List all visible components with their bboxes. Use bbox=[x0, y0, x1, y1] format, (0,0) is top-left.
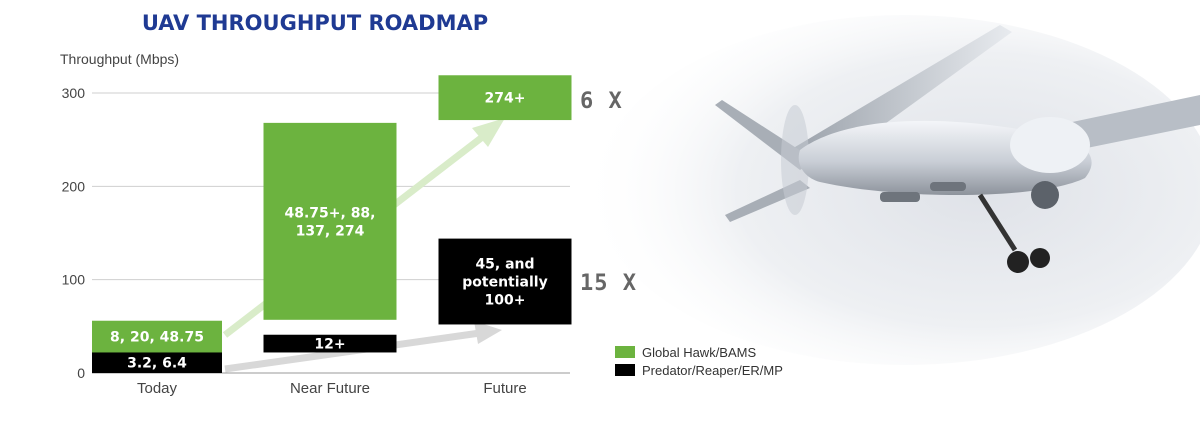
bar-label-1-2: 45, and potentially 100+ bbox=[462, 257, 547, 309]
y-tick-200: 200 bbox=[62, 178, 86, 194]
x-category-2: Future bbox=[483, 380, 526, 397]
chart-title: UAV THROUGHPUT ROADMAP bbox=[142, 11, 488, 35]
legend-label-global-hawk: Global Hawk/BAMS bbox=[642, 345, 756, 360]
y-tick-300: 300 bbox=[62, 85, 86, 101]
x-category-1: Near Future bbox=[290, 380, 370, 397]
uav-drone-photo bbox=[595, 15, 1200, 365]
green-bar-2 bbox=[438, 75, 572, 121]
gray-arrow-head bbox=[474, 321, 502, 344]
x-axis-categories: Today Near Future Future bbox=[137, 380, 527, 397]
green-bar-0 bbox=[92, 320, 222, 355]
y-tick-100: 100 bbox=[62, 272, 86, 288]
bar-label-0-0: 8, 20, 48.75 bbox=[110, 330, 204, 346]
black-bar-0 bbox=[92, 352, 222, 373]
x-category-0: Today bbox=[137, 380, 178, 397]
legend-swatch-green bbox=[615, 346, 635, 358]
multiplier-annotation-6x: 6 X bbox=[580, 89, 623, 114]
bar-label-0-2: 274+ bbox=[485, 91, 526, 107]
y-axis-ticks: 0 100 200 300 bbox=[62, 85, 86, 381]
green-arrow-head bbox=[472, 118, 505, 147]
bars: 8, 20, 48.75 48.75+, 88, 137, 274 274+ 3.2, … bbox=[92, 75, 572, 373]
legend: Global Hawk/BAMS Predator/Reaper/ER/MP bbox=[615, 345, 783, 378]
multiplier-annotation-15x: 15 X bbox=[580, 271, 637, 296]
legend-swatch-black bbox=[615, 364, 635, 376]
black-bar-1 bbox=[263, 334, 397, 353]
green-bar-1 bbox=[263, 122, 397, 320]
legend-label-predator: Predator/Reaper/ER/MP bbox=[642, 363, 783, 378]
black-bar-2 bbox=[438, 238, 572, 325]
bar-label-1-1: 12+ bbox=[314, 337, 345, 353]
bar-label-0-1: 48.75+, 88, 137, 274 bbox=[284, 205, 375, 239]
y-axis-label: Throughput (Mbps) bbox=[60, 51, 179, 67]
bar-label-1-0: 3.2, 6.4 bbox=[127, 356, 187, 372]
y-tick-0: 0 bbox=[77, 365, 85, 381]
